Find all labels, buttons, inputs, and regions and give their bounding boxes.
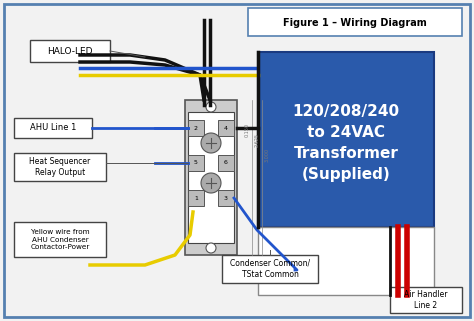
Text: Figure 1 – Wiring Diagram: Figure 1 – Wiring Diagram — [283, 18, 427, 28]
Text: Heat Sequencer
Relay Output: Heat Sequencer Relay Output — [29, 157, 91, 178]
Bar — [222, 255, 318, 283]
Bar — [218, 155, 234, 171]
Bar — [188, 190, 204, 206]
Circle shape — [206, 243, 216, 253]
Bar — [14, 118, 92, 138]
Text: Condenser Common/
TStat Common: Condenser Common/ TStat Common — [230, 259, 310, 279]
Bar — [188, 112, 234, 243]
Bar — [390, 287, 462, 313]
Bar — [258, 227, 434, 295]
Bar — [258, 52, 434, 227]
Text: 5: 5 — [194, 160, 198, 166]
Text: 1: 1 — [194, 195, 198, 201]
Text: 0.150: 0.150 — [245, 123, 250, 137]
Bar — [188, 120, 204, 136]
Text: Yellow wire from
AHU Condenser
Contactor-Power: Yellow wire from AHU Condenser Contactor… — [30, 229, 90, 250]
Bar — [248, 8, 462, 36]
Text: 3: 3 — [224, 195, 228, 201]
Text: 4: 4 — [224, 126, 228, 131]
Text: Air Handler
Line 2: Air Handler Line 2 — [404, 290, 448, 310]
Bar — [218, 190, 234, 206]
Bar — [14, 153, 106, 181]
Bar — [30, 40, 110, 62]
Text: AHU Line 1: AHU Line 1 — [30, 124, 76, 133]
Circle shape — [201, 173, 221, 193]
Circle shape — [201, 133, 221, 153]
Circle shape — [206, 102, 216, 112]
Text: HALO-LED: HALO-LED — [47, 47, 93, 56]
Text: 2.625: 2.625 — [255, 133, 260, 147]
Text: 2: 2 — [194, 126, 198, 131]
Bar — [14, 222, 106, 257]
Bar — [218, 120, 234, 136]
Text: 3.000: 3.000 — [265, 148, 270, 162]
Bar — [185, 100, 237, 255]
Bar — [188, 155, 204, 171]
Text: 6: 6 — [224, 160, 228, 166]
Text: 120/208/240
to 24VAC
Transformer
(Supplied): 120/208/240 to 24VAC Transformer (Suppli… — [292, 104, 400, 182]
